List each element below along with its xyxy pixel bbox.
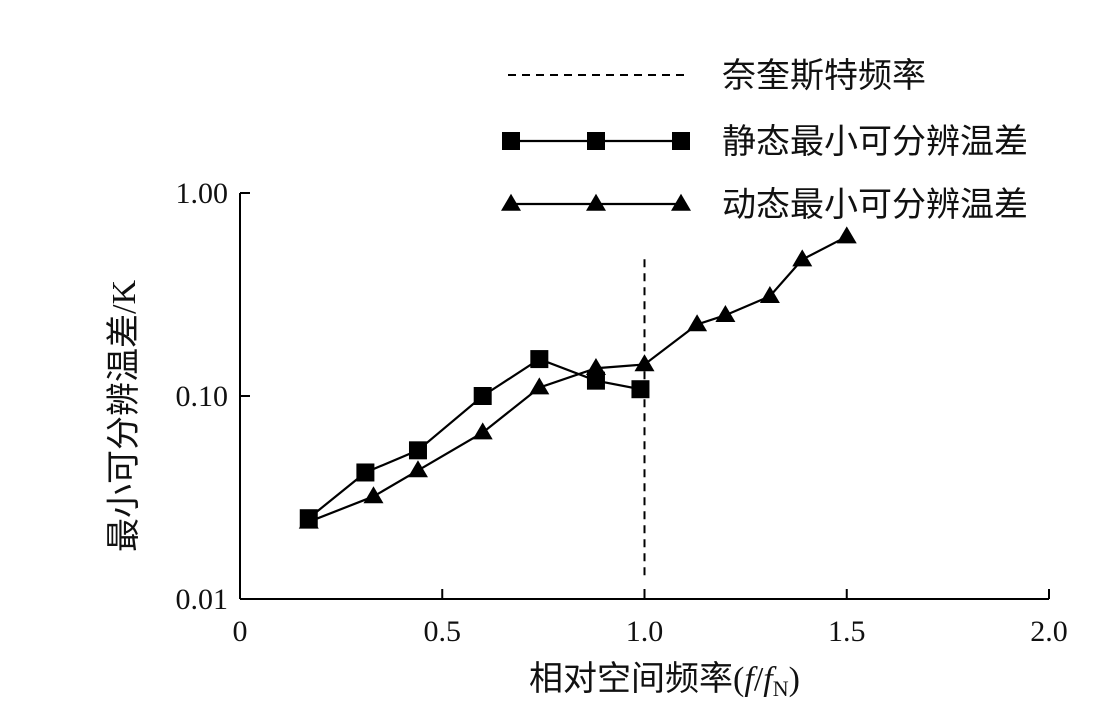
axes-group: 0 0.5 1.0 1.5 2.0 0.01 0.10 1.00	[176, 177, 1068, 648]
triangle-marker	[687, 314, 708, 332]
legend-item: 奈奎斯特频率	[508, 57, 926, 95]
triangle-marker	[671, 193, 691, 211]
triangle-marker	[634, 354, 655, 372]
y-axis-label: 最小可分辨温差/K	[105, 280, 143, 552]
legend-label: 动态最小可分辨温差	[722, 186, 1028, 224]
x-axis-label-subscript: N	[773, 676, 789, 701]
y-tick-label: 0.10	[176, 380, 229, 413]
x-axis-label-open-paren: (	[733, 661, 744, 698]
triangle-marker	[715, 305, 736, 323]
series-dynamic-mrtd	[298, 226, 857, 529]
triangle-marker	[363, 486, 384, 504]
square-marker	[586, 371, 605, 390]
square-marker	[587, 132, 605, 150]
square-marker	[502, 132, 520, 150]
x-axis-label: 相对空间频率(f/fN)	[529, 660, 800, 701]
legend-item: 动态最小可分辨温差	[501, 186, 1028, 224]
x-tick-label: 2.0	[1030, 615, 1068, 648]
x-axis-label-text: 相对空间频率	[529, 660, 733, 698]
x-axis-label-slash: /	[754, 661, 764, 698]
square-marker	[631, 380, 650, 399]
x-axis-label-close-paren: )	[789, 661, 800, 698]
square-marker	[530, 350, 549, 369]
triangle-marker	[759, 286, 780, 304]
triangle-marker	[529, 377, 550, 395]
y-tick-label: 0.01	[176, 583, 229, 616]
triangle-marker	[472, 422, 493, 440]
triangle-marker	[792, 249, 813, 267]
x-tick-label: 0	[233, 615, 248, 648]
x-tick-label: 1.5	[828, 615, 866, 648]
legend-label: 静态最小可分辨温差	[722, 123, 1028, 161]
square-marker	[672, 132, 690, 150]
triangle-marker	[298, 511, 319, 529]
y-tick-label: 1.00	[176, 177, 229, 210]
triangle-marker	[407, 460, 428, 478]
axis-labels: 最小可分辨温差/K 相对空间频率(f/fN)	[105, 280, 800, 701]
legend-label: 奈奎斯特频率	[722, 57, 926, 95]
triangle-marker	[585, 358, 606, 376]
square-marker	[408, 441, 427, 460]
triangle-marker	[586, 193, 606, 211]
legend-item: 静态最小可分辨温差	[502, 123, 1028, 161]
series-group	[298, 226, 857, 529]
x-tick-label: 0.5	[424, 615, 462, 648]
series-line	[308, 235, 848, 523]
square-marker	[473, 387, 492, 405]
triangle-marker	[836, 226, 857, 244]
square-marker	[356, 463, 375, 482]
triangle-marker	[501, 193, 521, 211]
x-tick-label: 1.0	[626, 615, 664, 648]
